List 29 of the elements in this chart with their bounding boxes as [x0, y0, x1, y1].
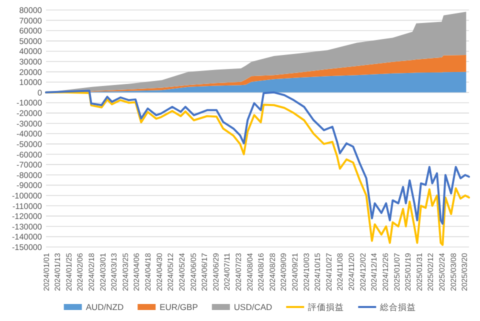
legend-label: AUD/NZD [86, 302, 124, 312]
y-tick-label: -80000 [16, 170, 42, 180]
y-tick-label: -10000 [16, 98, 42, 108]
y-tick-label: 70000 [19, 16, 42, 26]
y-tick-label: -40000 [16, 130, 42, 139]
y-tick-label: -120000 [12, 212, 42, 222]
y-tick-label: 20000 [19, 68, 42, 77]
y-tick-label: -20000 [16, 109, 42, 118]
y-tick-label: 50000 [19, 36, 42, 46]
y-tick-label: 30000 [19, 58, 42, 67]
y-tick-label: -100000 [12, 191, 42, 200]
y-tick-label: -60000 [16, 150, 42, 160]
legend-label: 評価損益 [308, 302, 344, 312]
y-tick-label: -110000 [12, 202, 42, 211]
y-tick-label: 0 [37, 88, 42, 98]
y-tick-label: -130000 [12, 222, 42, 232]
y-tick-label: 80000 [19, 6, 42, 15]
y-tick-label: -30000 [16, 119, 42, 128]
y-tick-label: -50000 [16, 140, 42, 149]
y-tick-label: -150000 [12, 243, 42, 252]
y-tick-label: -140000 [12, 232, 42, 242]
legend-label: EUR/GBP [160, 302, 198, 312]
y-tick-label: 40000 [19, 47, 42, 56]
y-tick-label: -90000 [16, 181, 42, 190]
legend-label: 総合損益 [379, 302, 416, 312]
y-tick-label: 10000 [19, 78, 42, 88]
legend-label: USD/CAD [234, 302, 272, 312]
y-tick-label: 60000 [19, 26, 42, 36]
y-tick-label: -70000 [16, 160, 42, 170]
